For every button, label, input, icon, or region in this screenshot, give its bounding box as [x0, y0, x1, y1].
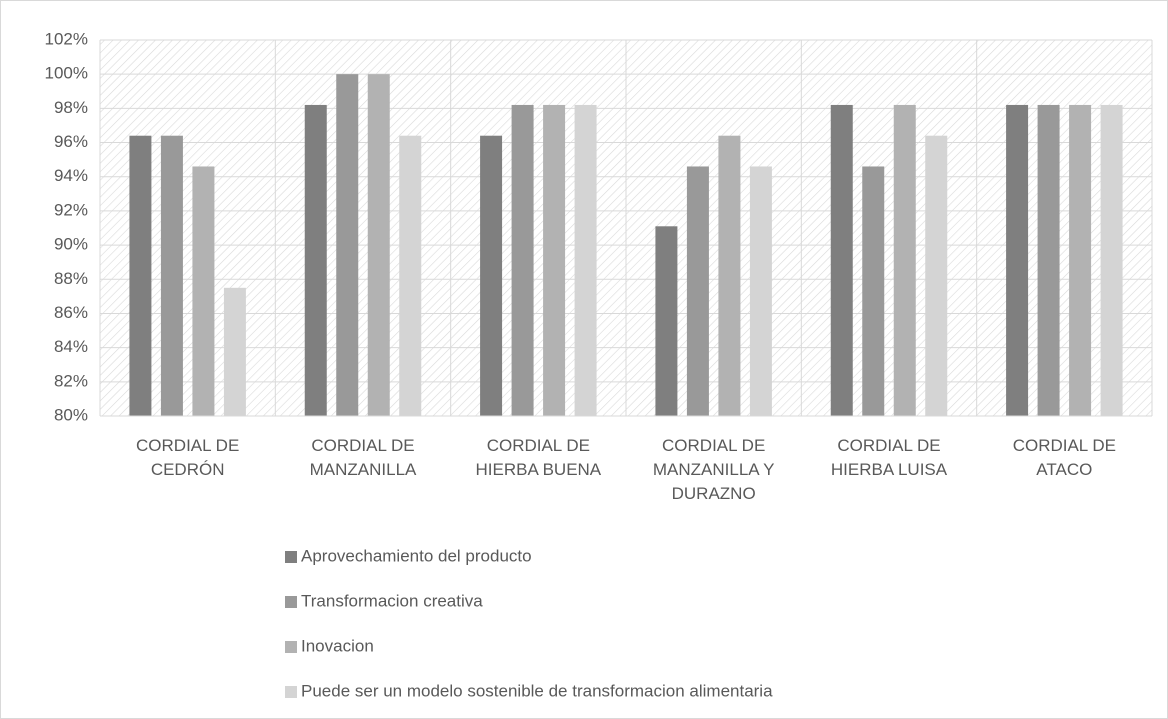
- bar: [830, 104, 853, 416]
- legend-marker: [285, 551, 297, 563]
- bar: [1006, 104, 1029, 416]
- y-tick-label: 80%: [54, 405, 88, 424]
- x-tick-label: CORDIAL DE CEDRÓN: [136, 436, 240, 479]
- bar: [160, 135, 183, 416]
- bar: [480, 135, 503, 416]
- y-tick-label: 90%: [54, 235, 88, 254]
- bar: [1100, 104, 1123, 416]
- bar: [399, 135, 422, 416]
- y-tick-label: 84%: [54, 337, 88, 356]
- bar: [655, 226, 678, 416]
- bar: [1069, 104, 1092, 416]
- bar: [718, 135, 741, 416]
- y-tick-label: 98%: [54, 98, 88, 117]
- legend-marker: [285, 641, 297, 653]
- bar: [749, 166, 772, 416]
- bar: [511, 104, 534, 416]
- bar: [192, 166, 215, 416]
- bar: [574, 104, 597, 416]
- bar: [336, 74, 359, 416]
- bar: [893, 104, 916, 416]
- bar: [129, 135, 152, 416]
- bar: [367, 74, 390, 416]
- bar: [543, 104, 566, 416]
- y-tick-label: 100%: [45, 64, 88, 83]
- legend-marker: [285, 686, 297, 698]
- y-tick-label: 86%: [54, 303, 88, 322]
- y-tick-label: 82%: [54, 371, 88, 390]
- x-tick-label: CORDIAL DE ATACO: [1012, 436, 1116, 479]
- bar: [925, 135, 948, 416]
- legend-label: Transformacion creativa: [301, 591, 483, 610]
- x-tick-label: CORDIAL DE MANZANILLA: [309, 436, 417, 479]
- legend-label: Puede ser un modelo sostenible de transf…: [301, 681, 773, 700]
- bar: [1037, 104, 1060, 416]
- y-tick-label: 96%: [54, 132, 88, 151]
- legend-label: Inovacion: [301, 636, 374, 655]
- bar: [862, 166, 885, 416]
- y-tick-label: 94%: [54, 166, 88, 185]
- legend-label: Aprovechamiento del producto: [301, 546, 532, 565]
- x-tick-label: CORDIAL DE MANZANILLA Y DURAZNO: [652, 436, 775, 503]
- legend-marker: [285, 596, 297, 608]
- bar: [304, 104, 327, 416]
- y-tick-label: 92%: [54, 200, 88, 219]
- bar: [223, 287, 246, 416]
- x-tick-label: CORDIAL DE HIERBA BUENA: [475, 436, 602, 479]
- y-tick-label: 102%: [45, 29, 88, 48]
- y-tick-label: 88%: [54, 269, 88, 288]
- bar: [686, 166, 709, 416]
- x-tick-label: CORDIAL DE HIERBA LUISA: [830, 436, 948, 479]
